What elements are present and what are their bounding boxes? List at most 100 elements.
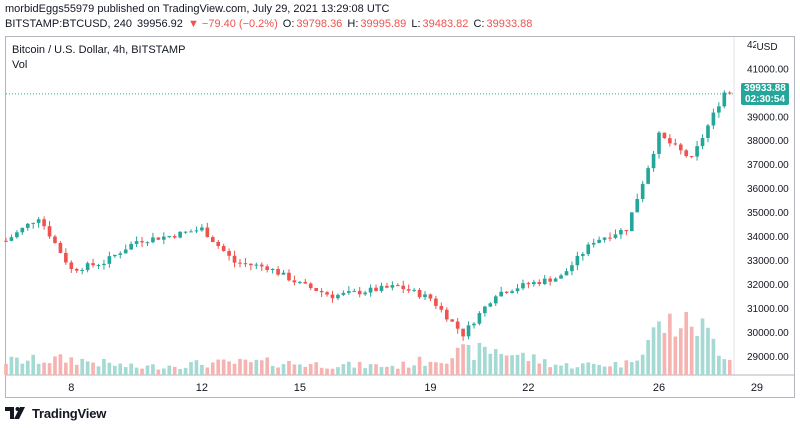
candle-body xyxy=(4,240,8,242)
candle-body xyxy=(706,125,710,138)
volume-bar xyxy=(722,359,727,375)
candle-body xyxy=(183,231,188,233)
candle-body xyxy=(189,231,193,233)
candle-body xyxy=(461,328,465,337)
y-tick-label: 35000.00 xyxy=(747,208,789,219)
y-tick-label-top: 42 xyxy=(747,40,759,51)
candle-body xyxy=(417,289,422,298)
candle-body xyxy=(341,292,346,295)
last-price: 39956.92 xyxy=(137,18,183,30)
volume-bar xyxy=(249,362,253,375)
volume-bar xyxy=(455,347,460,375)
candle-body xyxy=(537,282,542,285)
candle-body xyxy=(20,227,25,233)
y-tick-label: 37000.00 xyxy=(747,160,789,171)
candle-body xyxy=(428,294,433,299)
candle-body xyxy=(444,309,449,320)
candle-body xyxy=(483,306,487,314)
volume-bar xyxy=(259,360,264,375)
candle-body xyxy=(107,256,112,264)
x-tick-label: 12 xyxy=(196,382,208,394)
candle-body xyxy=(586,244,591,255)
volume-bar xyxy=(461,344,465,375)
open-label: O: xyxy=(282,18,295,30)
volume-bar xyxy=(477,342,482,375)
volume-bar xyxy=(580,363,585,375)
symbol-name: BITSTAMP:BTCUSD, 240 xyxy=(5,18,132,30)
chart-legend: Bitcoin / U.S. Dollar, 4h, BITSTAMP Vol xyxy=(12,43,185,73)
candle-body xyxy=(564,271,569,276)
candle-body xyxy=(232,255,237,263)
candle-body xyxy=(689,156,694,158)
volume-bar xyxy=(575,367,580,375)
legend-vol-label: Vol xyxy=(12,59,28,71)
volume-bar xyxy=(183,367,188,375)
tradingview-brand: TradingView xyxy=(32,405,107,421)
candle-body xyxy=(210,237,215,242)
volume-bar xyxy=(532,354,536,375)
volume-bar xyxy=(336,367,340,375)
symbol-ohlc-line: BITSTAMP:BTCUSD, 240 39956.92 ▼ −79.40 (… xyxy=(5,18,534,30)
candle-body xyxy=(635,198,640,213)
candle-body xyxy=(113,254,117,257)
volume-bar xyxy=(205,367,210,375)
y-tick-label: 33000.00 xyxy=(747,256,789,267)
volume-bar xyxy=(36,363,41,375)
candle-body xyxy=(559,275,563,279)
candle-body xyxy=(292,280,297,283)
x-tick-label: 26 xyxy=(653,382,665,394)
candle-body xyxy=(678,144,683,151)
volume-bar xyxy=(564,363,569,375)
candle-body xyxy=(31,222,36,224)
candle-body xyxy=(379,285,384,291)
candle-body xyxy=(156,237,161,240)
volume-bar xyxy=(559,365,563,375)
candle-body xyxy=(287,272,291,281)
candle-body xyxy=(455,321,460,329)
volume-bar xyxy=(379,367,384,375)
open-value: 39798.36 xyxy=(296,18,343,30)
volume-bar xyxy=(31,354,36,375)
candle-body xyxy=(298,281,302,283)
volume-bar xyxy=(134,367,139,375)
candle-body xyxy=(439,305,444,310)
candle-body xyxy=(385,285,389,288)
volume-bar xyxy=(542,359,547,375)
candle-body xyxy=(374,287,378,291)
candle-body xyxy=(216,241,221,247)
candle-body xyxy=(532,282,536,285)
footer xyxy=(0,398,800,428)
bar-countdown: 02:30:54 xyxy=(744,93,786,105)
y-tick-label: 31000.00 xyxy=(747,304,789,315)
candle-body xyxy=(504,291,509,293)
candle-body xyxy=(662,132,667,139)
volume-bar xyxy=(167,365,172,375)
close-label: C: xyxy=(473,18,485,30)
candle-body xyxy=(140,241,144,243)
volume-bar xyxy=(298,364,302,375)
volume-bar xyxy=(651,327,656,375)
candle-body xyxy=(591,242,596,245)
volume-bar xyxy=(330,368,335,375)
volume-bar xyxy=(53,356,57,375)
candle-body xyxy=(205,227,210,238)
volume-bar xyxy=(412,365,416,375)
candle-body xyxy=(118,253,123,255)
x-tick-label: 22 xyxy=(522,382,534,394)
volume-bar xyxy=(102,358,106,375)
tradingview-logo-icon xyxy=(5,407,25,419)
volume-bar xyxy=(156,369,161,375)
y-tick-label: 39000.00 xyxy=(747,112,789,123)
volume-bar xyxy=(9,356,14,375)
volume-bar xyxy=(352,367,357,375)
time-axis[interactable]: 8 12 15 19 22 26 29 xyxy=(68,382,763,394)
volume-bar xyxy=(640,354,645,375)
volume-bar xyxy=(662,332,667,375)
candle-body xyxy=(178,231,182,238)
volume-bar xyxy=(515,354,520,375)
volume-bar xyxy=(189,362,193,375)
candle-body xyxy=(526,283,531,285)
tradingview-logo[interactable]: TradingView xyxy=(5,405,107,421)
candle-body xyxy=(314,288,318,292)
